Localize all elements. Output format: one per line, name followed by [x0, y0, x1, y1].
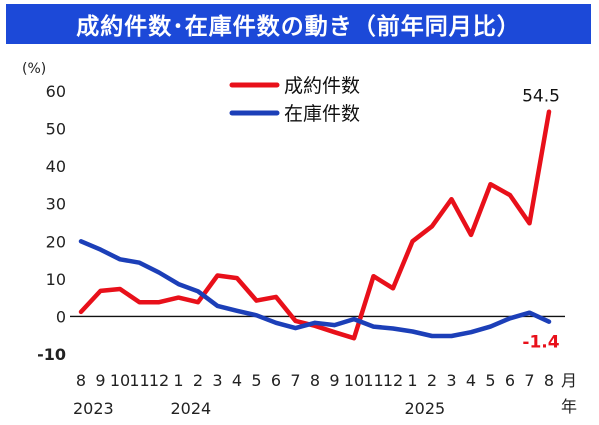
x-tick-label: 12 [383, 371, 403, 390]
x-tick-label: 10 [110, 371, 130, 390]
x-tick-label: 8 [310, 371, 320, 390]
series-lines [78, 109, 552, 341]
value-annotations: 54.5 -1.4 [522, 87, 560, 353]
x-tick-label: 1 [173, 371, 183, 390]
x-tick-label: 3 [446, 371, 456, 390]
x-tick-label: 5 [485, 371, 495, 390]
y-axis-unit-label: (%) [22, 61, 46, 77]
x-year-unit-label: 年 [561, 397, 577, 416]
x-year-label: 2024 [171, 399, 212, 418]
y-tick-label: 20 [46, 232, 66, 251]
x-tick-label: 2 [427, 371, 437, 390]
y-tick-label: 60 [46, 82, 66, 101]
x-tick-label: 3 [212, 371, 222, 390]
chart-title: 成約件数･在庫件数の動き（前年同月比） [6, 4, 591, 44]
x-tick-label: 8 [76, 371, 86, 390]
x-tick-label: 7 [290, 371, 300, 390]
value-annotation: -1.4 [522, 333, 559, 353]
x-tick-label: 11 [129, 371, 149, 390]
x-tick-label: 2 [193, 371, 203, 390]
x-tick-label: 4 [232, 371, 242, 390]
legend-label-0: 成約件数 [284, 75, 360, 97]
x-tick-label: 1 [407, 371, 417, 390]
x-year-label: 2023 [73, 399, 114, 418]
x-tick-label: 11 [363, 371, 383, 390]
y-tick-label: 10 [46, 270, 66, 289]
y-tick-label: 40 [46, 157, 66, 176]
value-annotation: 54.5 [522, 87, 560, 107]
x-tick-label: 9 [95, 371, 105, 390]
series-line-0 [78, 109, 552, 341]
y-tick-label: 30 [46, 195, 66, 214]
x-month-unit-label: 月 [561, 371, 577, 390]
x-tick-label: 8 [544, 371, 554, 390]
x-tick-label: 6 [505, 371, 515, 390]
x-tick-label: 6 [271, 371, 281, 390]
x-axis-month-ticks: 8 9 10 11 12 1 2 3 4 5 6 7 8 9 10 11 12 1 2 3 4 5 6 7 8 月 [76, 371, 577, 390]
x-year-label: 2025 [405, 399, 446, 418]
x-tick-label: 9 [329, 371, 339, 390]
legend-label-1: 在庫件数 [284, 103, 360, 125]
y-tick-label: 0 [56, 307, 66, 326]
y-tick-label: -10 [37, 345, 66, 364]
x-tick-label: 10 [344, 371, 364, 390]
y-axis-ticks: -10 0 10 20 30 40 50 60 [37, 82, 66, 364]
x-tick-label: 5 [251, 371, 261, 390]
series-line-1 [78, 239, 552, 339]
x-tick-label: 4 [466, 371, 476, 390]
x-axis-year-labels: 2023 2024 2025 年 [73, 397, 577, 418]
y-tick-label: 50 [46, 120, 66, 139]
x-tick-label: 7 [524, 371, 534, 390]
x-tick-label: 12 [149, 371, 169, 390]
